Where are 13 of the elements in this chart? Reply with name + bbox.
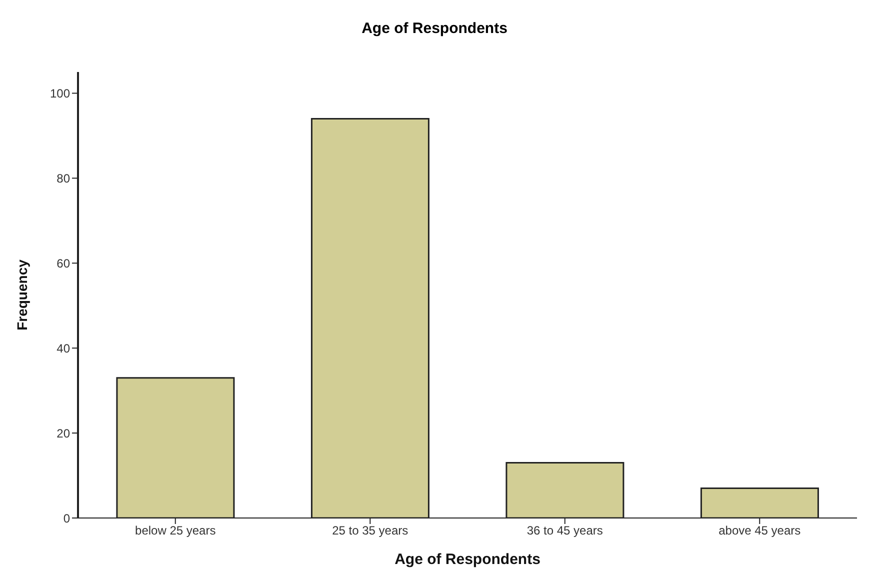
x-axis-title: Age of Respondents	[394, 551, 540, 568]
y-tick-label: 20	[56, 426, 70, 440]
y-axis-title: Frequency	[14, 259, 30, 330]
y-tick-label: 80	[56, 171, 70, 186]
y-tick-label: 0	[63, 511, 70, 526]
x-tick-label: 36 to 45 years	[526, 524, 603, 538]
x-tick-label: above 45 years	[718, 524, 801, 538]
y-tick-label: 40	[56, 341, 70, 356]
y-tick-label: 60	[56, 256, 70, 270]
x-tick-label: below 25 years	[135, 524, 216, 538]
x-tick-label: 25 to 35 years	[332, 524, 408, 538]
y-tick-label: 100	[50, 86, 70, 100]
chart-title: Age of Respondents	[360, 19, 508, 39]
